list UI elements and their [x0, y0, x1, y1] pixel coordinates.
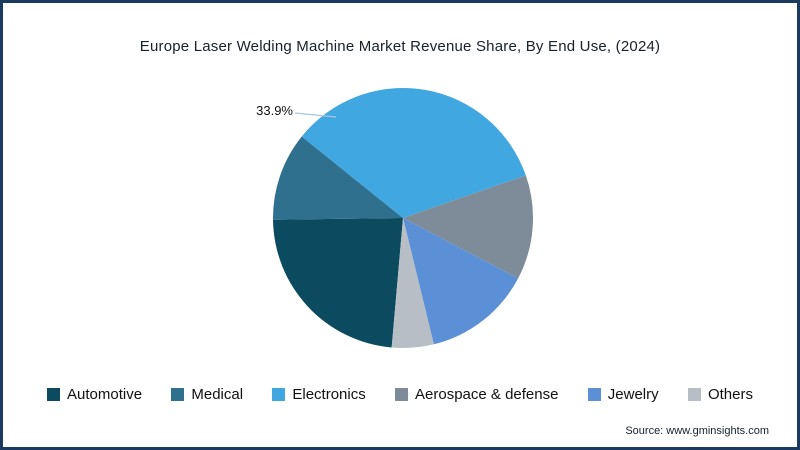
legend-label: Automotive — [67, 386, 143, 403]
legend-swatch-icon — [395, 388, 409, 401]
legend-item-automotive: Automotive — [47, 386, 142, 403]
pie-slice-others — [391, 218, 434, 349]
legend: Automotive Medical Electronics Aerospace & … — [3, 386, 797, 403]
pie-slice-electronics — [301, 87, 526, 218]
legend-label: Electronics — [292, 386, 366, 403]
legend-swatch-icon — [687, 388, 701, 401]
legend-item-others: Others — [687, 386, 753, 403]
legend-swatch-icon — [47, 388, 60, 401]
legend-item-electronics: Electronics — [272, 386, 366, 403]
legend-label: Aerospace & defense — [415, 386, 559, 403]
legend-item-aerospace-defense: Aerospace & defense — [395, 386, 558, 403]
pie-slice-jewelry — [403, 218, 519, 345]
pie-slice-aerospace-defense — [403, 175, 533, 279]
legend-swatch-icon — [272, 388, 286, 401]
annotation-leader-line — [294, 112, 337, 118]
legend-item-medical: Medical — [171, 386, 243, 403]
legend-label: Jewelry — [607, 386, 659, 403]
pie-chart: 33.9% — [233, 73, 573, 373]
legend-label: Medical — [191, 386, 244, 403]
legend-item-jewelry: Jewelry — [587, 386, 659, 403]
legend-swatch-icon — [171, 388, 185, 401]
chart-title: Europe Laser Welding Machine Market Reve… — [139, 38, 661, 55]
electronics-share-label: 33.9% — [256, 103, 293, 118]
source-text: Source: www.gminsights.com — [625, 425, 769, 437]
pie-svg — [272, 87, 533, 349]
pie-slice-automotive — [273, 218, 403, 348]
legend-label: Others — [707, 386, 753, 403]
legend-swatch-icon — [587, 388, 601, 401]
pie-slice-medical — [272, 136, 403, 220]
